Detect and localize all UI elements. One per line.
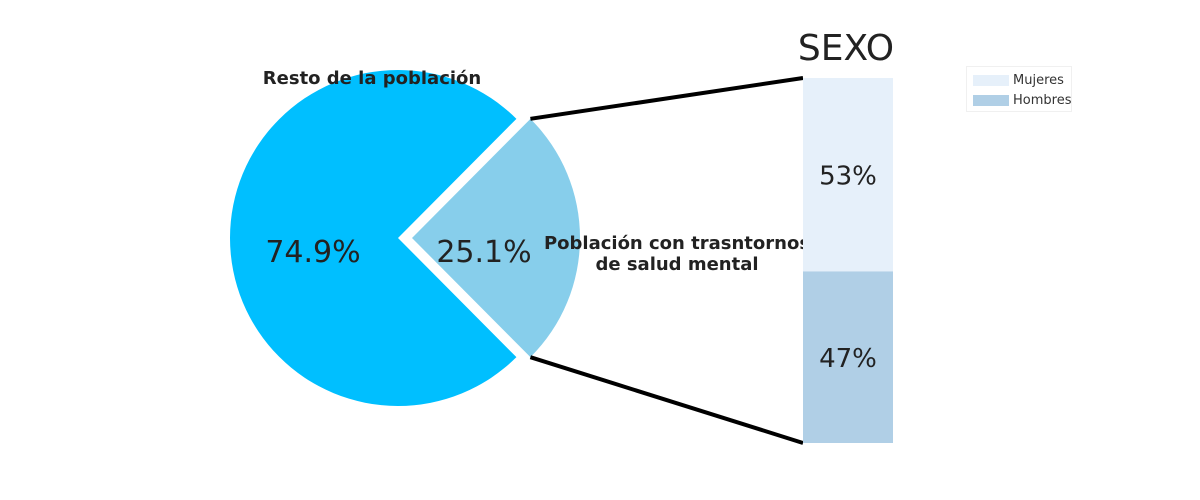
bar-segment <box>803 271 893 443</box>
slice-category-label: Resto de la población <box>263 68 481 89</box>
connector-line <box>529 355 804 445</box>
connector-line <box>530 76 804 121</box>
slice-value-label: 74.9% <box>265 235 360 270</box>
pie-slice <box>412 118 580 358</box>
legend: Mujeres Hombres <box>966 66 1072 112</box>
bar-segment-label: 53% <box>819 162 877 192</box>
pie-slice <box>230 70 517 407</box>
slice-category-label: Población con trasntornos <box>544 233 810 254</box>
pie-chart: 74.9% 25.1% Resto de la población Población… <box>230 68 810 407</box>
legend-swatch <box>973 94 1009 106</box>
bar-title: SEXO <box>798 28 894 69</box>
slice-value-label: 25.1% <box>436 235 531 270</box>
connector-lines <box>529 76 804 445</box>
legend-item-hombres: Hombres <box>973 92 1071 108</box>
slice-category-label: de salud mental <box>595 254 758 275</box>
legend-label: Mujeres <box>1013 72 1064 88</box>
legend-label: Hombres <box>1013 92 1072 108</box>
legend-swatch <box>973 74 1009 86</box>
bar-segment <box>803 78 893 272</box>
bar-segment-label: 47% <box>819 344 877 374</box>
stacked-bar-chart: 53% 47% <box>803 78 893 443</box>
legend-item-mujeres: Mujeres <box>973 72 1064 88</box>
